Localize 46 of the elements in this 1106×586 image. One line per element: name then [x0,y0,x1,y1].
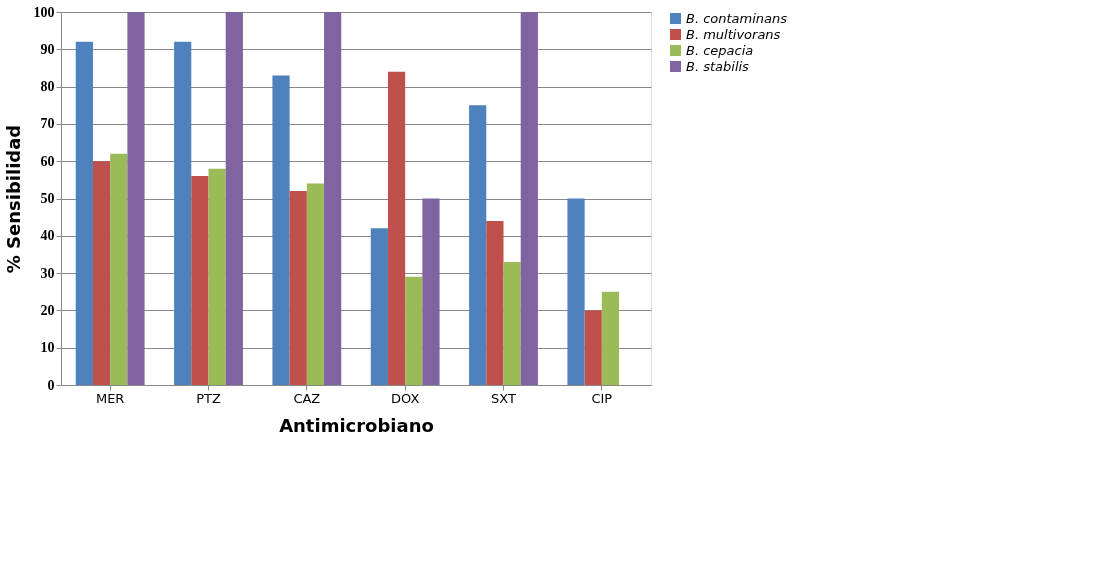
bar [110,153,128,385]
bar [191,176,209,385]
bar [486,220,504,385]
bar [469,105,487,385]
y-tick-label: 30 [40,265,55,281]
bar [584,310,602,385]
y-tick-label: 60 [40,153,55,169]
bar [75,41,93,385]
bar [324,12,342,385]
bar [405,276,423,385]
bar [503,261,521,385]
bar [92,161,111,385]
bar [208,168,226,385]
y-tick-label: 90 [40,41,55,57]
bar [520,12,538,385]
bar [567,198,585,385]
y-tick-label: 100 [33,4,55,20]
bar [174,41,192,385]
y-tick-label: 10 [40,340,55,356]
x-tick-label: DOX [391,390,420,406]
y-tick-label: 50 [40,191,55,206]
y-axis-title: % Sensibilidad [2,124,24,274]
legend-label: B. contaminans [686,10,788,26]
y-tick-label: 80 [40,79,55,95]
bar [272,75,290,385]
bar [289,191,307,385]
bar [306,183,325,385]
y-tick-label: 70 [40,116,55,132]
legend-label: B. multivorans [686,26,781,42]
bar [127,12,145,385]
y-tick-label: 40 [40,228,55,244]
legend-label: B. stabilis [686,58,750,74]
bar [370,228,388,385]
x-tick-label: CIP [591,390,613,406]
x-tick-label: MER [95,390,125,406]
x-tick-label: SXT [491,390,516,406]
x-axis-title: Antimicrobiano [279,414,434,436]
y-tick-label: 20 [40,302,55,318]
x-tick-label: CAZ [293,390,321,406]
y-tick-label: 0 [47,377,55,393]
bar [225,12,243,385]
bar [387,71,406,385]
bar [601,291,620,385]
x-tick-label: PTZ [196,390,221,406]
bar [422,198,440,385]
legend-label: B. cepacia [686,42,754,58]
